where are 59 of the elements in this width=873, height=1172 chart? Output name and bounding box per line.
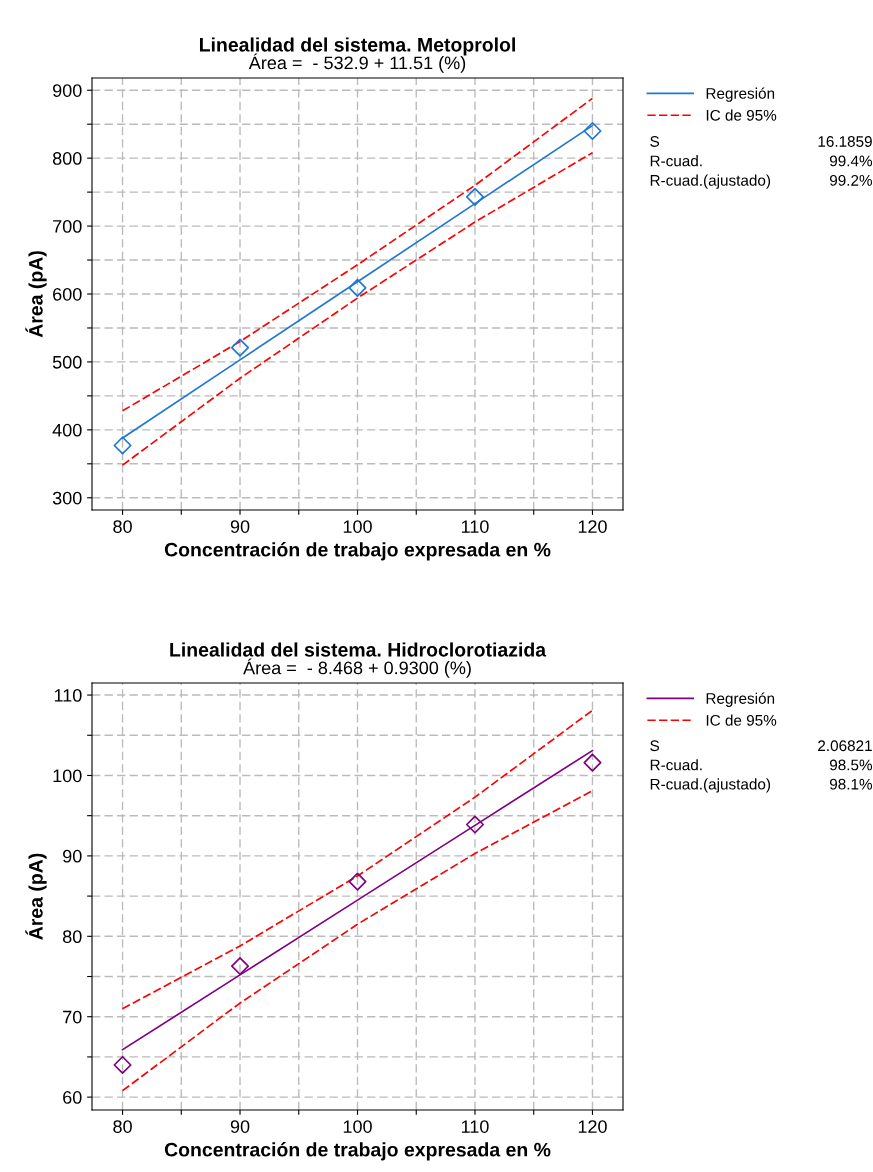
x-tick-label: 120 [578,1120,607,1133]
y-axis-title: Área (pA) [25,251,47,338]
x-tick-label: 100 [343,520,372,533]
point [348,278,367,297]
y-tick-label: 300 [52,491,82,505]
y-tick-label: 700 [53,220,82,233]
text: R-cuad.(ajustado) [650,778,771,793]
y-tick-label: 80 [62,930,82,944]
point [583,753,602,772]
x-tick-label: 110 [461,1120,489,1133]
text: R-cuad. [650,759,702,771]
y-tick-label: 600 [53,287,82,301]
legend-label: IC de 95% [706,109,777,121]
x-tick-label: 80 [113,520,132,533]
chart-title: Linealidad del sistema. Hidroclorotiazida [170,642,547,657]
y-tick-label: 800 [52,152,82,165]
x-tick-label: 100 [343,1120,372,1133]
legend-label: Regresión [706,87,775,102]
text: S [650,740,660,752]
y-tick-label: 100 [53,769,82,783]
y-tick-label: 60 [63,1091,82,1104]
text: 98.1% [829,778,873,790]
legend-label: IC de 95% [706,714,777,726]
x-tick-label: 90 [230,520,250,533]
line-series [121,789,594,1092]
text: 99.2% [829,174,873,186]
text: 2.06821 [818,740,872,752]
point [348,872,367,891]
y-tick-label: 70 [63,1010,82,1024]
chart-subtitle: Área = - 8.468 + 0.9300 (%) [243,658,471,678]
x-tick-label: 110 [461,520,489,533]
y-tick-label: 500 [52,355,82,369]
point [465,187,485,206]
line-series [121,97,594,412]
text: R-cuad.(ajustado) [650,174,771,189]
line-series [121,749,594,1051]
text: S [650,136,660,147]
text: R-cuad. [650,155,702,167]
x-tick-label: 80 [113,1120,132,1133]
text: 98.5% [829,759,873,771]
point [230,338,250,357]
x-tick-label: 90 [230,1120,250,1133]
y-axis-title: Área (pA) [25,853,47,940]
y-tick-label: 900 [53,84,82,97]
text: 16.1859 [818,136,872,147]
legend-label: Regresión [706,692,775,707]
x-axis-title: Concentración de trabajo expresada en % [164,542,551,561]
line-series [121,709,594,1010]
y-tick-label: 90 [63,849,82,863]
text: 99.4% [829,155,873,167]
x-axis-title: Concentración de trabajo expresada en % [164,1142,551,1161]
point [113,1055,132,1075]
point [583,121,602,141]
x-tick-label: 120 [578,520,607,533]
y-tick-label: 110 [54,689,82,702]
point [113,436,132,455]
point [230,957,250,976]
y-tick-label: 400 [52,423,82,437]
point [465,815,485,834]
